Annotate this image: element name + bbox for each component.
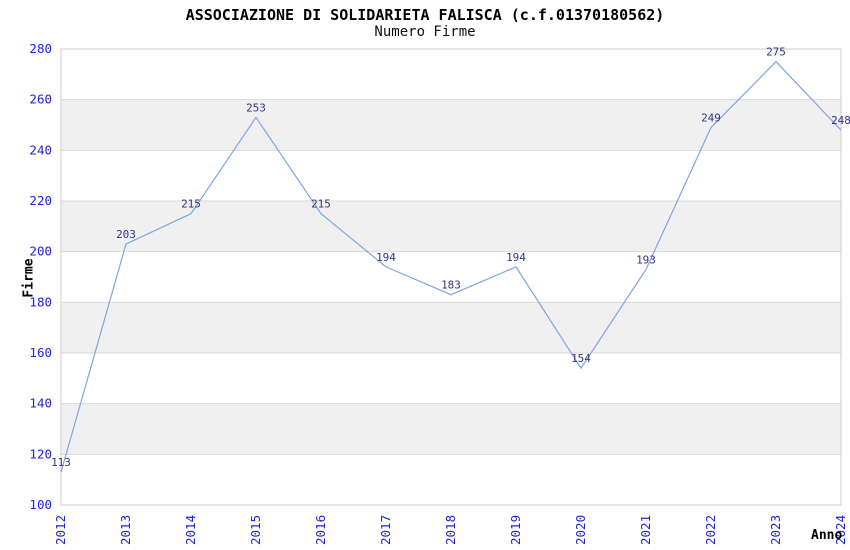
data-point-label: 275 — [766, 46, 786, 59]
y-tick-label: 200 — [29, 244, 52, 259]
y-tick-label: 160 — [29, 345, 52, 360]
y-tick-label: 120 — [29, 446, 52, 461]
plot-band — [61, 251, 841, 303]
data-point-label: 183 — [441, 279, 461, 292]
plot-band — [61, 403, 841, 455]
plot-band — [61, 302, 841, 353]
data-point-label: 194 — [376, 251, 396, 264]
data-line — [60, 61, 842, 473]
x-tick-label: 2020 — [573, 515, 588, 545]
x-tick-label: 2014 — [183, 515, 198, 545]
data-point-label: 194 — [506, 251, 526, 264]
y-tick-label: 100 — [29, 497, 52, 512]
plot-band — [61, 150, 841, 201]
data-point-label: 215 — [181, 198, 201, 211]
y-tick-label: 260 — [29, 92, 52, 107]
x-tick-label: 2013 — [118, 515, 133, 545]
y-tick-label: 140 — [29, 396, 52, 411]
chart-subtitle: Numero Firme — [374, 24, 476, 40]
data-point-label: 193 — [636, 253, 656, 266]
plot-band — [61, 49, 841, 100]
plot-band — [61, 201, 841, 252]
x-tick-label: 2016 — [313, 515, 328, 545]
x-tick-label: 2017 — [378, 515, 393, 545]
data-point-label: 249 — [701, 112, 721, 125]
y-tick-label: 220 — [29, 193, 52, 208]
x-tick-label: 2021 — [638, 515, 653, 545]
data-point-label: 203 — [116, 228, 136, 241]
y-tick-label: 240 — [29, 142, 52, 157]
x-tick-label: 2015 — [248, 515, 263, 545]
x-tick-label: 2022 — [703, 515, 718, 545]
plot-band — [61, 353, 841, 404]
plot-band — [61, 99, 841, 151]
data-point-label: 248 — [831, 114, 850, 127]
chart-title: ASSOCIAZIONE DI SOLIDARIETA FALISCA (c.f… — [185, 6, 665, 24]
data-point-label: 154 — [571, 352, 591, 365]
data-point-label: 253 — [246, 101, 266, 114]
x-axis-title: Anno — [811, 528, 843, 543]
x-tick-label: 2012 — [53, 515, 68, 545]
y-tick-label: 280 — [29, 41, 52, 56]
y-axis-title: Firme — [21, 258, 37, 298]
data-point-label: 215 — [311, 198, 331, 211]
y-tick-label: 180 — [29, 294, 52, 309]
plot-band — [61, 454, 841, 505]
x-tick-label: 2019 — [508, 515, 523, 545]
x-tick-label: 2018 — [443, 515, 458, 545]
x-tick-label: 2023 — [768, 515, 783, 545]
x-tick-label: 2024 — [833, 515, 848, 545]
plot-border — [60, 48, 842, 506]
data-point-label: 113 — [51, 456, 71, 469]
